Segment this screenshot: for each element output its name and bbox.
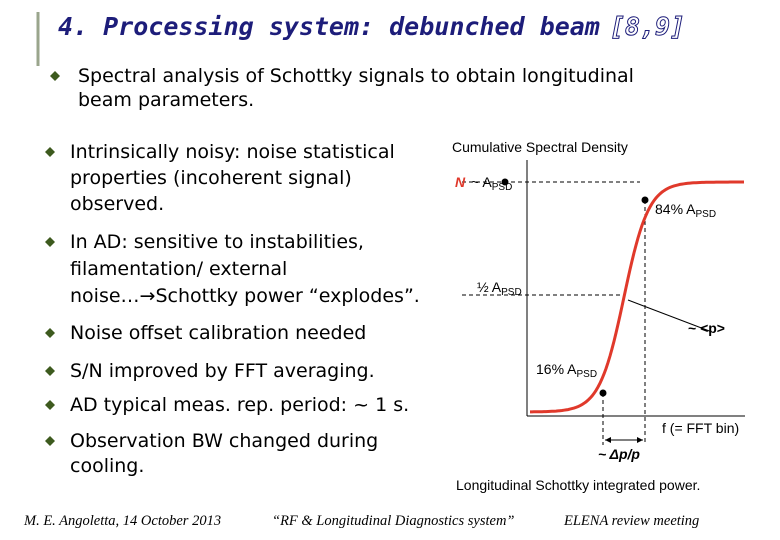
figure-title: Cumulative Spectral Density [452,139,628,155]
bullet-line: beam parameters. [78,89,254,111]
dot [501,178,509,186]
bullet-list: Spectral analysis of Schottky signals to… [45,65,634,477]
mean-arrow [627,299,713,333]
p84-sub: PSD [695,209,716,220]
bullet-line: S/N improved by FFT averaging. [70,360,375,382]
half-sub: PSD [501,287,522,298]
bullet-marker [45,147,55,157]
bullet-line: Noise offset calibration needed [70,322,366,344]
p84-label: 84% APSD [655,201,716,220]
n-symbol: N [455,174,466,190]
title-text: 4. Processing system: debunched beam [58,12,600,41]
bullet-line: Spectral analysis of Schottky signals to… [78,65,634,87]
p16-label: 16% APSD [536,361,597,380]
x-label: f (= FFT bin) [662,420,739,436]
figure-caption: Longitudinal Schottky integrated power. [456,477,700,493]
n-sub: PSD [492,182,513,193]
title-ref: [8,9] [610,12,685,41]
bullet-marker [50,71,60,81]
dot [599,389,607,397]
dot [641,196,649,204]
n-text: ~ A [471,174,492,190]
bullet-marker [45,237,55,247]
bullet-line: AD typical meas. rep. period: ~ 1 s. [70,394,409,416]
bullet-line: properties (incoherent signal) [70,167,352,189]
bullet-line: noise…→Schottky power “explodes”. [70,285,420,307]
half-text: ½ A [477,279,502,295]
mean-label: ~ <p> [688,320,725,336]
width-label: ~ Δp/p [598,446,640,462]
bullet-line: cooling. [70,455,144,477]
bullet-marker [45,366,55,376]
footer-left: M. E. Angoletta, 14 October 2013 [23,513,221,529]
p16-text: 16% A [536,361,577,377]
slide-title: 4. Processing system: debunched beam [8,9… [58,12,685,41]
bullet-line: observed. [70,193,164,215]
bullet-line: Observation BW changed during [70,430,378,452]
figure: Cumulative Spectral Density N ~ APSD 84% … [452,139,745,493]
n-label: N ~ APSD [455,174,512,193]
p84-text: 84% A [655,201,696,217]
p16-sub: PSD [576,369,597,380]
bullet-line: filamentation/ external [70,258,287,280]
footer-right: ELENA review meeting [563,513,699,529]
bullet-line: In AD: sensitive to instabilities, [70,231,364,253]
bullet-marker [45,436,55,446]
half-label: ½ APSD [477,279,522,298]
bullet-marker [45,328,55,338]
bullet-marker [45,400,55,410]
footer-center: “RF & Longitudinal Diagnostics system” [272,513,515,529]
sigmoid-curve [530,180,744,414]
bullet-line: Intrinsically noisy: noise statistical [70,141,395,163]
